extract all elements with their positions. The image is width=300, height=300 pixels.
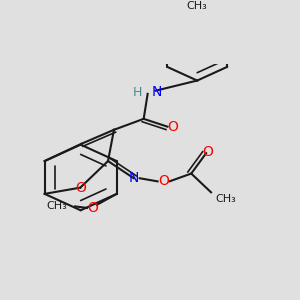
Text: O: O (158, 174, 169, 188)
Text: CH₃: CH₃ (187, 1, 208, 10)
Text: O: O (75, 181, 86, 195)
Text: N: N (129, 171, 139, 185)
Text: CH₃: CH₃ (46, 201, 67, 212)
Text: O: O (202, 145, 214, 159)
Text: O: O (167, 120, 178, 134)
Text: H: H (132, 86, 142, 99)
Text: N: N (152, 85, 162, 99)
Text: O: O (88, 201, 98, 215)
Text: CH₃: CH₃ (215, 194, 236, 204)
